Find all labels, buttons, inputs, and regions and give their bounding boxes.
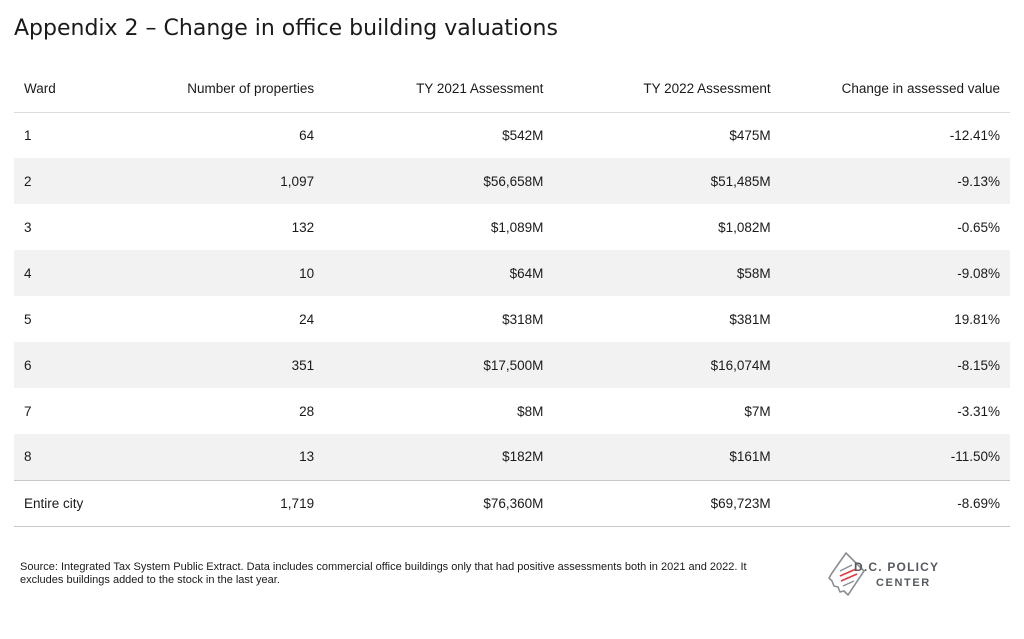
properties-cell: 64 — [299, 127, 315, 143]
total-assessment-2022-cell: $69,723M — [553, 479, 781, 527]
properties-cell: 1,097 — [280, 173, 315, 189]
ward-cell: 5 — [24, 311, 32, 327]
column-header-change-in-assessed-value: Change in assessed value — [780, 66, 1010, 113]
table-header-row: Ward Number of properties TY 2021 Assess… — [14, 66, 1010, 113]
properties-cell: 28 — [299, 403, 315, 419]
column-header-ward: Ward — [14, 66, 95, 113]
ward-cell: 1 — [24, 127, 32, 143]
change-cell: -9.08% — [957, 265, 1000, 281]
assessment-2021-cell: $17,500M — [483, 357, 544, 373]
source-footnote: Source: Integrated Tax System Public Ext… — [20, 561, 747, 586]
assessment-2022-cell: $58M — [736, 265, 771, 281]
table-total-row: Entire city 1,719 $76,360M $69,723M -8.6… — [14, 479, 1010, 527]
properties-cell: 13 — [299, 449, 315, 465]
properties-cell: 10 — [299, 265, 315, 281]
ward-cell: 3 — [24, 219, 32, 235]
dc-policy-center-logo: D.C. POLICY CENTER — [826, 551, 956, 597]
ward-cell: 7 — [24, 403, 32, 419]
change-cell: -12.41% — [949, 127, 1000, 143]
logo-text-line1: D.C. POLICY — [854, 560, 940, 574]
properties-cell: 351 — [291, 357, 315, 373]
table-row: 1 64 $542M $475M -12.41% — [14, 112, 1010, 158]
valuation-table: Ward Number of properties TY 2021 Assess… — [14, 66, 1010, 527]
properties-cell: 132 — [291, 219, 315, 235]
assessment-2021-cell: $8M — [517, 403, 544, 419]
assessment-2021-cell: $1,089M — [490, 219, 544, 235]
change-cell: -9.13% — [957, 173, 1000, 189]
column-header-ty-2022-assessment: TY 2022 Assessment — [553, 66, 781, 113]
assessment-2022-cell: $51,485M — [710, 173, 771, 189]
ward-cell: 4 — [24, 265, 32, 281]
column-header-ty-2021-assessment: TY 2021 Assessment — [324, 66, 554, 113]
table-row: 3 132 $1,089M $1,082M -0.65% — [14, 204, 1010, 250]
assessment-2022-cell: $1,082M — [718, 219, 771, 235]
change-cell: -0.65% — [957, 219, 1000, 235]
assessment-2022-cell: $475M — [729, 127, 771, 143]
table-row: 6 351 $17,500M $16,074M -8.15% — [14, 342, 1010, 388]
change-cell: -11.50% — [950, 449, 1000, 465]
change-cell: -8.15% — [957, 357, 1000, 373]
column-header-number-of-properties: Number of properties — [94, 66, 325, 113]
table-row: 5 24 $318M $381M 19.81% — [14, 296, 1010, 342]
table-row: 7 28 $8M $7M -3.31% — [14, 388, 1010, 434]
properties-cell: 24 — [299, 311, 315, 327]
ward-cell: 8 — [24, 449, 32, 465]
change-cell: 19.81% — [954, 311, 1000, 327]
assessment-2021-cell: $64M — [509, 265, 544, 281]
total-assessment-2021-cell: $76,360M — [324, 479, 554, 527]
total-change-cell: -8.69% — [780, 479, 1010, 527]
dc-map-logo-icon — [828, 552, 865, 596]
ward-cell: 6 — [24, 357, 32, 373]
page-title: Appendix 2 – Change in office building v… — [14, 16, 558, 41]
assessment-2022-cell: $7M — [744, 403, 771, 419]
assessment-2021-cell: $318M — [502, 311, 544, 327]
logo-text-line2: CENTER — [876, 577, 931, 589]
assessment-2022-cell: $381M — [729, 311, 771, 327]
assessment-2022-cell: $161M — [729, 449, 771, 465]
change-cell: -3.31% — [957, 403, 1000, 419]
total-label-cell: Entire city — [14, 479, 95, 527]
assessment-2021-cell: $56,658M — [483, 173, 544, 189]
table-row: 2 1,097 $56,658M $51,485M -9.13% — [14, 158, 1010, 204]
total-properties-cell: 1,719 — [94, 479, 325, 527]
ward-cell: 2 — [24, 173, 32, 189]
table-row: 4 10 $64M $58M -9.08% — [14, 250, 1010, 296]
table-row: 8 13 $182M $161M -11.50% — [14, 434, 1010, 480]
assessment-2021-cell: $182M — [502, 449, 544, 465]
assessment-2022-cell: $16,074M — [710, 357, 771, 373]
assessment-2021-cell: $542M — [502, 127, 544, 143]
